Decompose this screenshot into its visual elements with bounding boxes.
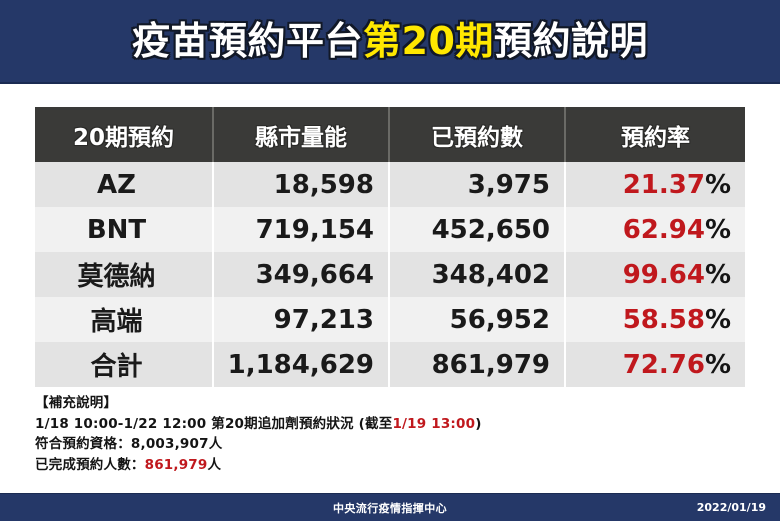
percent-sign: % bbox=[704, 349, 731, 380]
row-label-moderna: 莫德納 bbox=[35, 252, 214, 297]
table-header-row: 20期預約 縣市量能 已預約數 預約率 bbox=[35, 107, 745, 162]
column-header-period: 20期預約 bbox=[35, 107, 214, 162]
footnote-paren-close: ) bbox=[475, 415, 482, 432]
footnote-block: 【補充說明】 1/18 10:00-1/22 12:00 第20期追加劑預約狀況… bbox=[35, 393, 635, 475]
cell-reserved: 3,975 bbox=[389, 162, 566, 207]
column-header-capacity: 縣市量能 bbox=[213, 107, 390, 162]
reservation-table: 20期預約 縣市量能 已預約數 預約率 AZ 18,598 3,975 21.3… bbox=[35, 107, 745, 387]
table-row: 高端 97,213 56,952 58.58% bbox=[35, 297, 745, 342]
title-band: 疫苗預約平台第20期預約說明 bbox=[0, 0, 780, 84]
table-row: AZ 18,598 3,975 21.37% bbox=[35, 162, 745, 207]
table-row: 莫德納 349,664 348,402 99.64% bbox=[35, 252, 745, 297]
rate-value: 62.94 bbox=[622, 214, 705, 245]
percent-sign: % bbox=[704, 304, 731, 335]
footnote-completed-line: 已完成預約人數：861,979人 bbox=[35, 455, 635, 476]
rate-value: 72.76 bbox=[622, 349, 705, 380]
row-label-total: 合計 bbox=[35, 342, 214, 387]
cell-reserved: 452,650 bbox=[389, 207, 566, 252]
cell-reserved: 348,402 bbox=[389, 252, 566, 297]
column-header-reserved: 已預約數 bbox=[389, 107, 566, 162]
column-header-rate: 預約率 bbox=[565, 107, 745, 162]
table-row-total: 合計 1,184,629 861,979 72.76% bbox=[35, 342, 745, 387]
table-header: 20期預約 縣市量能 已預約數 預約率 bbox=[35, 107, 745, 162]
rate-value: 21.37 bbox=[622, 169, 705, 200]
cell-capacity: 18,598 bbox=[213, 162, 390, 207]
rate-value: 58.58 bbox=[622, 304, 705, 335]
footnote-completed-value: 861,979 bbox=[144, 456, 208, 473]
cell-capacity: 97,213 bbox=[213, 297, 390, 342]
footer-bar: 中央流行疫情指揮中心 2022/01/19 bbox=[0, 493, 780, 521]
footnote-asof-time: 1/19 13:00 bbox=[392, 415, 476, 432]
table-body: AZ 18,598 3,975 21.37% BNT 719,154 452,6… bbox=[35, 162, 745, 387]
footnote-period-text: 1/18 10:00-1/22 12:00 第20期追加劑預約狀況 (截至 bbox=[35, 415, 393, 432]
footer-date: 2022/01/19 bbox=[696, 501, 766, 514]
footnote-completed-unit: 人 bbox=[207, 456, 222, 473]
title-highlight: 第20期 bbox=[363, 19, 494, 63]
percent-sign: % bbox=[704, 259, 731, 290]
rate-value: 99.64 bbox=[622, 259, 705, 290]
cell-capacity: 349,664 bbox=[213, 252, 390, 297]
cell-rate: 21.37% bbox=[565, 162, 745, 207]
cell-rate: 99.64% bbox=[565, 252, 745, 297]
cell-rate: 62.94% bbox=[565, 207, 745, 252]
row-label-bnt: BNT bbox=[35, 207, 214, 252]
table-row: BNT 719,154 452,650 62.94% bbox=[35, 207, 745, 252]
cell-reserved: 861,979 bbox=[389, 342, 566, 387]
footnote-eligible-line: 符合預約資格：8,003,907人 bbox=[35, 436, 223, 453]
row-label-medigen: 高端 bbox=[35, 297, 214, 342]
cell-capacity: 1,184,629 bbox=[213, 342, 390, 387]
page-title: 疫苗預約平台第20期預約說明 bbox=[132, 22, 648, 60]
row-label-az: AZ bbox=[35, 162, 214, 207]
footnote-completed-label: 已完成預約人數： bbox=[35, 456, 145, 473]
reservation-table-container: 20期預約 縣市量能 已預約數 預約率 AZ 18,598 3,975 21.3… bbox=[35, 107, 745, 387]
footer-organization: 中央流行疫情指揮中心 bbox=[333, 501, 447, 515]
percent-sign: % bbox=[704, 214, 731, 245]
title-prefix: 疫苗預約平台 bbox=[132, 19, 364, 63]
title-suffix: 預約說明 bbox=[493, 19, 648, 63]
percent-sign: % bbox=[704, 169, 731, 200]
cell-reserved: 56,952 bbox=[389, 297, 566, 342]
cell-capacity: 719,154 bbox=[213, 207, 390, 252]
cell-rate: 58.58% bbox=[565, 297, 745, 342]
footnote-heading: 【補充說明】 bbox=[35, 395, 118, 411]
footnote-period-line: 1/18 10:00-1/22 12:00 第20期追加劑預約狀況 (截至1/1… bbox=[35, 414, 635, 435]
cell-rate: 72.76% bbox=[565, 342, 745, 387]
